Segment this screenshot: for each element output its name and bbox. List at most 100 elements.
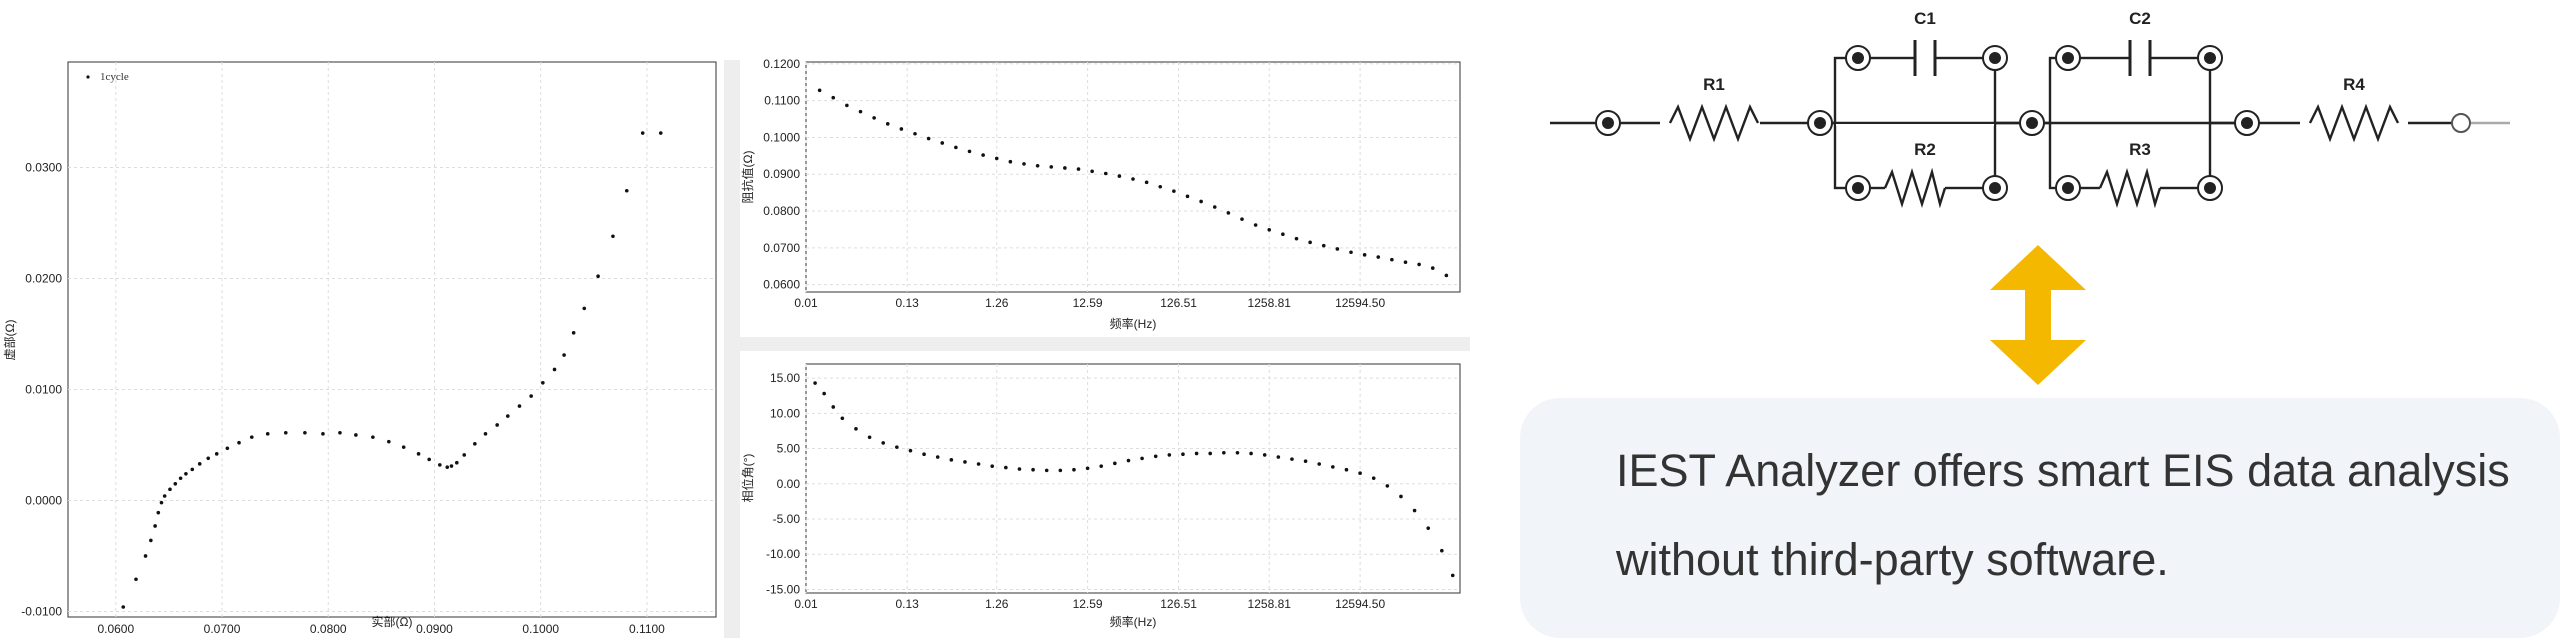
impedance-plot-frame bbox=[805, 61, 1461, 293]
nyquist-data-point bbox=[438, 463, 442, 467]
phase-data-point bbox=[963, 460, 967, 464]
phase-data-point bbox=[1004, 465, 1008, 470]
nyquist-data-point bbox=[473, 442, 477, 446]
phase-x-tick-label: 12.59 bbox=[1073, 597, 1103, 611]
nyquist-plot-frame bbox=[67, 61, 717, 618]
impedance-data-point bbox=[1253, 223, 1258, 227]
nyquist-x-tick-label: 0.0900 bbox=[416, 622, 453, 636]
nyquist-x-tick-label: 0.1100 bbox=[629, 622, 665, 636]
circuit-node-core bbox=[1814, 117, 1826, 129]
nyquist-y-tick-label: 0.0200 bbox=[25, 271, 62, 285]
nyquist-gridlines bbox=[68, 62, 716, 617]
phase-data-point bbox=[1140, 456, 1144, 461]
nyquist-data-point bbox=[462, 453, 467, 457]
impedance-y-tick-label: 0.1000 bbox=[763, 130, 800, 144]
nyquist-data-point bbox=[416, 452, 421, 456]
phase-y-tick-label: 0.00 bbox=[777, 477, 801, 491]
impedance-y-axis-label: 阻抗值(Ω) bbox=[740, 151, 755, 204]
caption-box: IEST Analyzer offers smart EIS data anal… bbox=[1520, 398, 2560, 638]
nyquist-y-tick-labels: -0.0100 0.0000 0.0100 0.0200 0.0300 bbox=[21, 160, 62, 618]
nyquist-x-tick-label: 0.0600 bbox=[97, 622, 134, 636]
phase-data-point bbox=[949, 458, 954, 462]
legend-label: 1cycle bbox=[100, 71, 129, 83]
nyquist-data-point bbox=[371, 435, 375, 439]
phase-data-point bbox=[1085, 466, 1090, 471]
impedance-x-axis-label: 频率(Hz) bbox=[1110, 316, 1157, 331]
impedance-data-point bbox=[1158, 184, 1163, 189]
phase-data-point bbox=[990, 464, 995, 468]
nyquist-data-point bbox=[197, 462, 202, 466]
phase-y-tick-label: 5.00 bbox=[777, 442, 801, 456]
impedance-data-point bbox=[940, 141, 945, 145]
label-c2: C2 bbox=[2129, 9, 2151, 28]
phase-data-point bbox=[1262, 453, 1267, 457]
phase-data-point bbox=[1167, 453, 1172, 457]
impedance-data-point bbox=[1267, 228, 1272, 232]
phase-data-point bbox=[1371, 476, 1376, 480]
caption-text: IEST Analyzer offers smart EIS data anal… bbox=[1616, 426, 2516, 604]
nyquist-data-point bbox=[143, 554, 148, 558]
impedance-y-tick-label: 0.0800 bbox=[763, 204, 800, 218]
label-r3: R3 bbox=[2129, 140, 2151, 159]
nyquist-x-tick-label: 0.0800 bbox=[310, 622, 347, 636]
phase-data-point bbox=[1317, 462, 1322, 466]
circuit-node-core bbox=[2204, 52, 2216, 64]
nyquist-x-axis-label: 实部(Ω) bbox=[372, 614, 413, 629]
nyquist-data-point bbox=[283, 430, 288, 435]
nyquist-data-point bbox=[159, 500, 164, 505]
phase-x-tick-label: 126.51 bbox=[1160, 597, 1197, 611]
phase-data-point bbox=[1290, 457, 1294, 461]
phase-data-point bbox=[895, 445, 899, 449]
double-arrow-shape bbox=[1990, 245, 2086, 385]
nyquist-y-tick-label: -0.0100 bbox=[21, 604, 62, 618]
phase-data-point bbox=[822, 391, 826, 396]
nyquist-data-point bbox=[582, 306, 587, 311]
impedance-data-point bbox=[981, 153, 985, 157]
nyquist-data-point bbox=[265, 432, 270, 436]
nyquist-data-point bbox=[303, 430, 307, 435]
nyquist-data-point bbox=[505, 414, 510, 418]
nyquist-data-point bbox=[427, 457, 431, 462]
phase-x-tick-label: 12594.50 bbox=[1335, 597, 1385, 611]
impedance-x-tick-labels: 0.01 0.13 1.26 12.59 126.51 1258.81 12594.50 bbox=[794, 296, 1385, 310]
impedance-x-tick-label: 1.26 bbox=[985, 296, 1009, 310]
r3-resistor bbox=[2098, 167, 2162, 209]
phase-data-point bbox=[840, 416, 845, 421]
impedance-data-point bbox=[1349, 250, 1353, 255]
phase-data-point bbox=[1450, 573, 1455, 578]
panel-separator-horizontal bbox=[740, 337, 1470, 351]
impedance-data-point bbox=[954, 145, 958, 150]
phase-data-point bbox=[1113, 461, 1117, 466]
phase-y-tick-label: 10.00 bbox=[770, 406, 800, 420]
circuit-node-core bbox=[2062, 182, 2074, 194]
impedance-data-point bbox=[926, 136, 931, 141]
nyquist-data-point bbox=[611, 234, 615, 239]
nyquist-y-tick-label: 0.0300 bbox=[25, 160, 62, 174]
impedance-data-point bbox=[831, 95, 836, 100]
impedance-data-point bbox=[1362, 253, 1367, 257]
impedance-y-tick-labels: 0.0600 0.0700 0.0800 0.0900 0.1000 0.1100 0.12… bbox=[763, 57, 800, 292]
nyquist-data-point bbox=[168, 487, 172, 492]
phase-data-point bbox=[908, 448, 913, 453]
r4-resistor bbox=[2308, 103, 2400, 143]
impedance-data-point bbox=[858, 109, 863, 114]
phase-data-point bbox=[1194, 451, 1199, 456]
circuit-node-core bbox=[1602, 117, 1614, 129]
phase-y-tick-label: -15.00 bbox=[766, 582, 800, 596]
nyquist-data-point bbox=[206, 456, 211, 461]
circuit-node-core bbox=[2062, 52, 2074, 64]
phase-data-points bbox=[813, 381, 1455, 578]
caption-line-1: IEST Analyzer offers smart EIS data anal… bbox=[1616, 445, 2510, 496]
impedance-data-point bbox=[1090, 169, 1094, 174]
impedance-y-tick-label: 0.0600 bbox=[763, 278, 800, 292]
phase-data-point bbox=[1440, 548, 1444, 553]
impedance-y-tick-label: 0.0700 bbox=[763, 241, 800, 255]
impedance-data-point bbox=[1321, 243, 1326, 248]
phase-data-point bbox=[1331, 465, 1335, 469]
impedance-data-point bbox=[1444, 273, 1449, 278]
circuit-node-core bbox=[2026, 117, 2038, 129]
circuit-nodes bbox=[1595, 45, 2471, 201]
nyquist-chart: 0.0600 0.0700 0.0800 0.0900 0.1000 0.1100 -0.… bbox=[2, 61, 717, 636]
impedance-data-point bbox=[1226, 211, 1231, 215]
nyquist-data-point bbox=[321, 432, 325, 436]
